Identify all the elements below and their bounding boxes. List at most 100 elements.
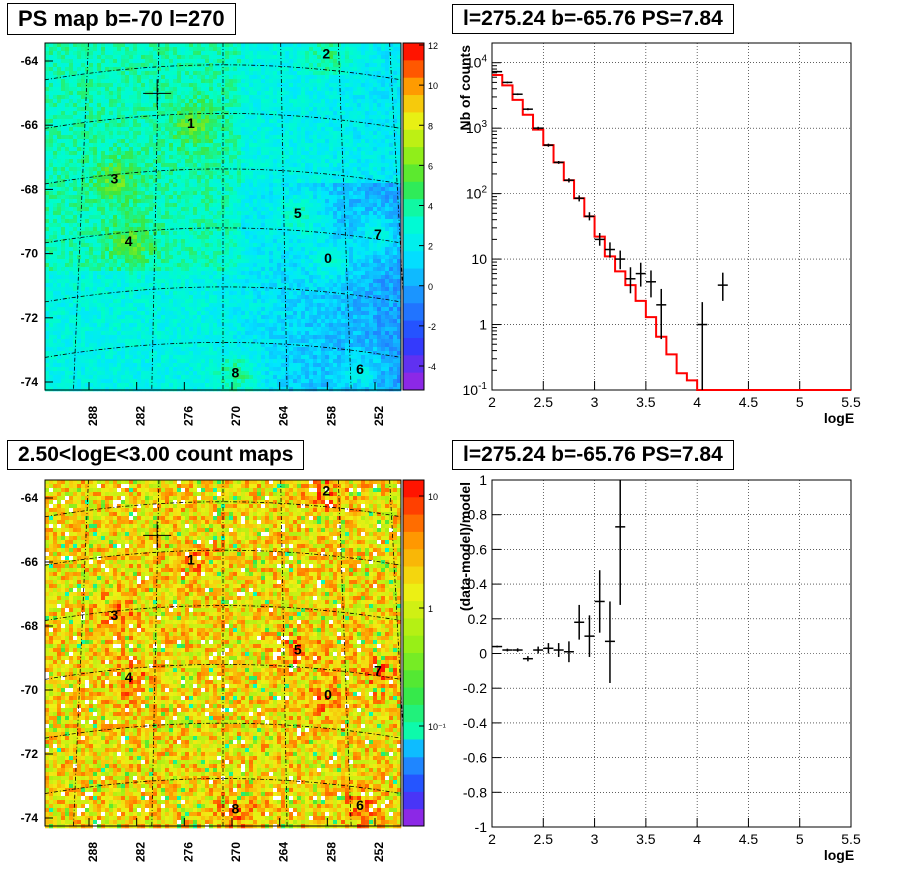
ps-map-pixel — [269, 47, 273, 51]
ps-map-pixel — [217, 259, 221, 263]
ps-map-pixel — [345, 131, 349, 135]
ps-map-pixel — [129, 227, 133, 231]
ps-map-pixel — [153, 147, 157, 151]
ps-map-pixel — [65, 175, 69, 179]
ps-map-pixel — [261, 143, 265, 147]
ps-map-pixel — [89, 83, 93, 87]
ps-map-pixel — [213, 235, 217, 239]
ps-map-pixel — [165, 223, 169, 227]
ps-map-pixel — [317, 179, 321, 183]
ps-map-pixel — [193, 131, 197, 135]
ps-map-pixel — [181, 259, 185, 263]
ps-map-pixel — [305, 227, 309, 231]
ps-map-pixel — [277, 235, 281, 239]
ps-map-pixel — [77, 87, 81, 91]
ps-map-pixel — [297, 243, 301, 247]
ps-map-pixel — [97, 207, 101, 211]
ps-map-pixel — [93, 43, 97, 47]
ps-map-pixel — [125, 263, 129, 267]
ps-map-pixel — [205, 107, 209, 111]
ps-map-pixel — [89, 139, 93, 143]
ps-map-pixel — [69, 131, 73, 135]
ps-map-pixel — [269, 203, 273, 207]
ps-map-pixel — [57, 87, 61, 91]
ps-map-pixel — [177, 239, 181, 243]
ps-map-pixel — [49, 147, 53, 151]
ps-map-pixel — [113, 199, 117, 203]
ps-map-pixel — [253, 251, 257, 255]
ps-map-pixel — [129, 251, 133, 255]
ps-map-pixel — [273, 159, 277, 163]
ps-map-pixel — [213, 115, 217, 119]
ps-map-pixel — [73, 203, 77, 207]
ps-map-pixel — [377, 95, 381, 99]
ps-map-pixel — [125, 143, 129, 147]
ps-map-pixel — [309, 143, 313, 147]
ps-map-pixel — [173, 67, 177, 71]
ps-map-pixel — [249, 187, 253, 191]
ps-map-pixel — [385, 215, 389, 219]
ps-map-pixel — [125, 91, 129, 95]
ps-map-pixel — [241, 87, 245, 91]
ps-map-pixel — [377, 63, 381, 67]
ps-map-pixel — [77, 243, 81, 247]
ps-map-pixel — [101, 183, 105, 187]
ps-map-pixel — [373, 243, 377, 247]
ps-map-pixel — [65, 231, 69, 235]
ps-map-pixel — [273, 155, 277, 159]
ps-map-pixel — [49, 183, 53, 187]
ps-map-pixel — [45, 171, 49, 175]
ps-map-pixel — [57, 203, 61, 207]
ps-map-pixel — [197, 87, 201, 91]
ps-map-pixel — [341, 219, 345, 223]
ps-map-pixel — [133, 175, 137, 179]
ps-map-pixel — [133, 247, 137, 251]
ps-map-pixel — [153, 263, 157, 267]
ps-map-pixel — [157, 199, 161, 203]
ps-map-pixel — [205, 259, 209, 263]
ps-map-pixel — [81, 183, 85, 187]
ps-map-pixel — [225, 83, 229, 87]
ps-map-pixel — [209, 183, 213, 187]
ps-map-pixel — [81, 259, 85, 263]
ps-map-pixel — [105, 251, 109, 255]
ps-map-pixel — [349, 231, 353, 235]
ps-map-pixel — [269, 159, 273, 163]
ps-map-pixel — [305, 171, 309, 175]
ps-map-pixel — [165, 135, 169, 139]
ps-map-pixel — [329, 219, 333, 223]
ps-map-pixel — [253, 195, 257, 199]
ps-map-pixel — [389, 135, 393, 139]
ps-map-pixel — [353, 259, 357, 263]
ps-map-pixel — [357, 211, 361, 215]
ps-map-pixel — [233, 83, 237, 87]
ps-map-pixel — [85, 251, 89, 255]
ps-map-pixel — [69, 103, 73, 107]
ps-map-pixel — [297, 223, 301, 227]
ps-map-pixel — [341, 199, 345, 203]
ps-map-pixel — [313, 155, 317, 159]
ps-map-pixel — [105, 191, 109, 195]
ps-map-pixel — [137, 179, 141, 183]
ps-map-pixel — [97, 91, 101, 95]
ps-map-pixel — [101, 47, 105, 51]
ps-map-pixel — [329, 107, 333, 111]
ps-map-pixel — [233, 175, 237, 179]
ps-map-pixel — [361, 159, 365, 163]
ps-map-pixel — [389, 207, 393, 211]
ps-map-pixel — [101, 91, 105, 95]
ps-map-pixel — [109, 195, 113, 199]
ps-map-pixel — [93, 99, 97, 103]
ps-map-pixel — [349, 143, 353, 147]
ps-map-pixel — [57, 191, 61, 195]
ps-map-pixel — [329, 183, 333, 187]
ps-map-pixel — [249, 99, 253, 103]
ps-map-pixel — [261, 171, 265, 175]
ps-map-pixel — [65, 155, 69, 159]
ps-map-pixel — [289, 155, 293, 159]
ps-map-pixel — [301, 259, 305, 263]
ps-map-pixel — [117, 147, 121, 151]
ps-map-pixel — [161, 179, 165, 183]
ps-map-pixel — [289, 255, 293, 259]
ps-map-pixel — [137, 227, 141, 231]
